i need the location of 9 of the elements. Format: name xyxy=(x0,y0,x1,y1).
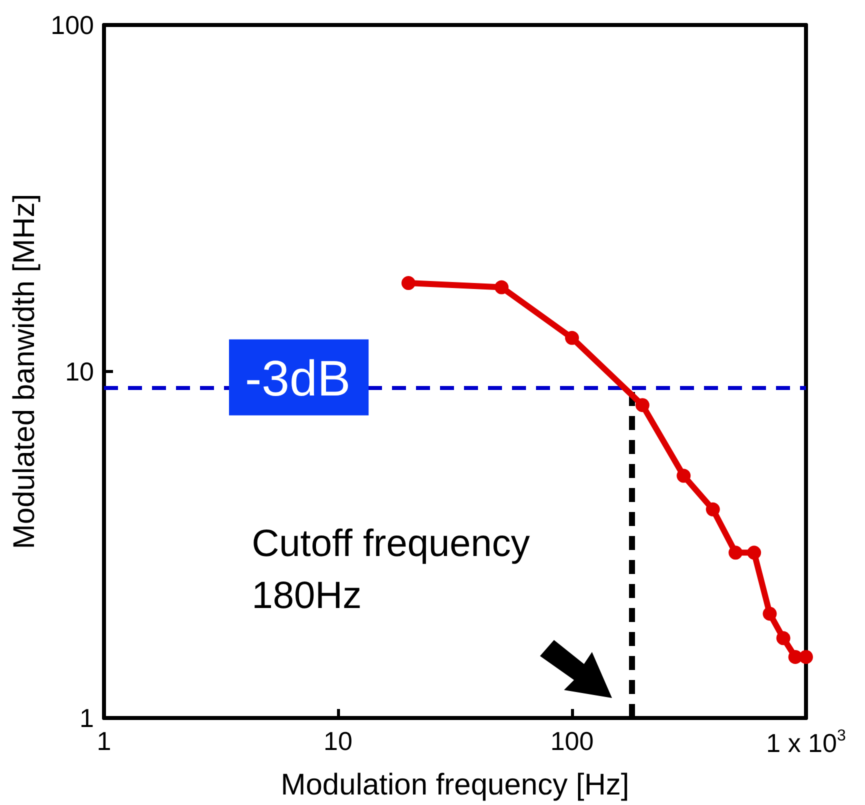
y-tick-label: 10 xyxy=(65,356,94,386)
x-axis-title: Modulation frequency [Hz] xyxy=(280,768,630,802)
y-tick-label: 1 xyxy=(80,703,94,733)
y-tick-label: 100 xyxy=(50,10,94,40)
y-axis-title: Modulated banwidth [MHz] xyxy=(8,194,42,550)
x-tick-label: 10 xyxy=(324,726,352,756)
ref-line-label: Cutoff frequency 180Hz xyxy=(252,523,540,617)
x-tick-label: 100 xyxy=(550,726,594,756)
ref-line-label: -3dB xyxy=(245,350,351,406)
